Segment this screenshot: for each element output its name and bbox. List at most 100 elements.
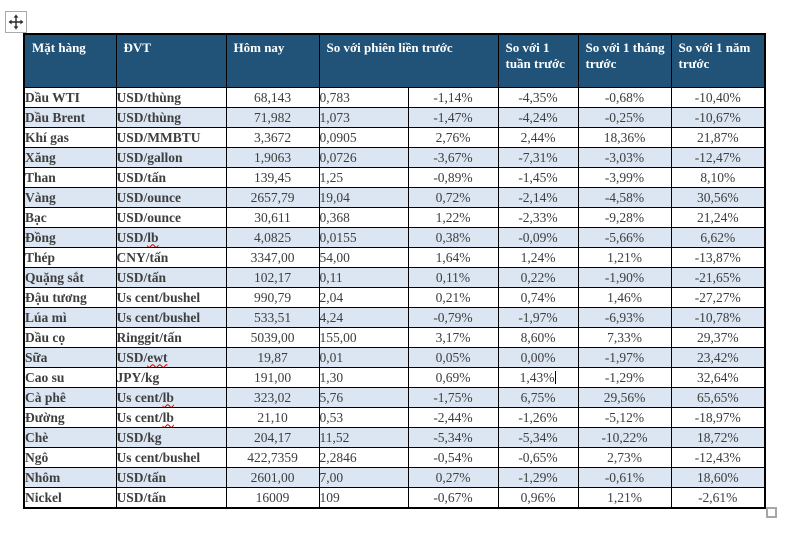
commodity-name[interactable]: Than [23,166,117,188]
pct-vs-month[interactable]: -1,90% [577,266,672,288]
pct-vs-prev-session[interactable]: -1,75% [407,386,499,408]
pct-vs-prev-session[interactable]: 1,64% [407,246,499,268]
change-value[interactable]: 0,0905 [318,126,409,148]
pct-vs-prev-session[interactable]: 0,72% [407,186,499,208]
commodity-name[interactable]: Chè [23,426,117,448]
price-today[interactable]: 323,02 [225,386,320,408]
pct-vs-prev-session[interactable]: 0,69% [407,366,499,388]
change-value[interactable]: 0,368 [318,206,409,228]
pct-vs-week[interactable]: -4,24% [497,106,579,128]
commodity-unit[interactable]: Ringgit/tấn [115,326,227,348]
commodity-unit[interactable]: Us cent/lb [115,386,227,408]
header-week[interactable]: So với 1 tuần trước [497,33,579,88]
pct-vs-year[interactable]: -2,61% [670,486,766,508]
pct-vs-month[interactable]: -1,29% [577,366,672,388]
pct-vs-month[interactable]: 2,73% [577,446,672,468]
commodity-unit[interactable]: Us cent/bushel [115,286,227,308]
pct-vs-year[interactable]: -12,43% [670,446,766,468]
price-today[interactable]: 5039,00 [225,326,320,348]
pct-vs-prev-session[interactable]: 0,38% [407,226,499,248]
change-value[interactable]: 1,25 [318,166,409,188]
pct-vs-prev-session[interactable]: -5,34% [407,426,499,448]
commodity-name[interactable]: Đậu tương [23,286,117,308]
commodity-name[interactable]: Thép [23,246,117,268]
commodity-name[interactable]: Dầu cọ [23,326,117,348]
pct-vs-week[interactable]: -2,14% [497,186,579,208]
pct-vs-month[interactable]: -10,22% [577,426,672,448]
commodity-unit[interactable]: USD/ounce [115,206,227,228]
price-today[interactable]: 2657,79 [225,186,320,208]
pct-vs-week[interactable]: 6,75% [497,386,579,408]
commodity-name[interactable]: Bạc [23,206,117,228]
pct-vs-month[interactable]: -1,97% [577,346,672,368]
commodity-name[interactable]: Ngô [23,446,117,468]
header-year[interactable]: So với 1 năm trước [670,33,766,88]
pct-vs-year[interactable]: 8,10% [670,166,766,188]
change-value[interactable]: 1,30 [318,366,409,388]
pct-vs-prev-session[interactable]: 3,17% [407,326,499,348]
pct-vs-year[interactable]: 21,24% [670,206,766,228]
table-resize-handle[interactable] [766,507,777,518]
pct-vs-week[interactable]: -0,65% [497,446,579,468]
pct-vs-month[interactable]: -0,68% [577,86,672,108]
price-today[interactable]: 204,17 [225,426,320,448]
header-item[interactable]: Mặt hàng [23,33,117,88]
pct-vs-month[interactable]: -0,61% [577,466,672,488]
pct-vs-week[interactable]: -1,26% [497,406,579,428]
change-value[interactable]: 11,52 [318,426,409,448]
pct-vs-week[interactable]: 0,74% [497,286,579,308]
pct-vs-week[interactable]: 2,44% [497,126,579,148]
commodity-name[interactable]: Nickel [23,486,117,508]
price-today[interactable]: 71,982 [225,106,320,128]
change-value[interactable]: 2,2846 [318,446,409,468]
change-value[interactable]: 109 [318,486,409,508]
pct-vs-prev-session[interactable]: 0,27% [407,466,499,488]
pct-vs-prev-session[interactable]: -0,79% [407,306,499,328]
pct-vs-year[interactable]: -10,67% [670,106,766,128]
pct-vs-year[interactable]: 23,42% [670,346,766,368]
pct-vs-month[interactable]: 1,21% [577,486,672,508]
table-move-handle[interactable] [5,11,27,33]
price-today[interactable]: 1,9063 [225,146,320,168]
pct-vs-month[interactable]: 1,21% [577,246,672,268]
pct-vs-year[interactable]: -18,97% [670,406,766,428]
price-today[interactable]: 4,0825 [225,226,320,248]
pct-vs-prev-session[interactable]: 0,11% [407,266,499,288]
pct-vs-prev-session[interactable]: 0,05% [407,346,499,368]
commodity-name[interactable]: Dầu Brent [23,106,117,128]
commodity-unit[interactable]: USD/tấn [115,166,227,188]
price-today[interactable]: 68,143 [225,86,320,108]
pct-vs-year[interactable]: -21,65% [670,266,766,288]
pct-vs-month[interactable]: -0,25% [577,106,672,128]
price-today[interactable]: 2601,00 [225,466,320,488]
pct-vs-year[interactable]: 18,60% [670,466,766,488]
pct-vs-month[interactable]: 18,36% [577,126,672,148]
pct-vs-month[interactable]: -3,99% [577,166,672,188]
pct-vs-month[interactable]: -5,66% [577,226,672,248]
pct-vs-prev-session[interactable]: 0,21% [407,286,499,308]
commodity-name[interactable]: Cà phê [23,386,117,408]
pct-vs-week[interactable]: -4,35% [497,86,579,108]
header-today[interactable]: Hôm nay [225,33,320,88]
pct-vs-year[interactable]: -13,87% [670,246,766,268]
pct-vs-year[interactable]: 21,87% [670,126,766,148]
price-today[interactable]: 16009 [225,486,320,508]
commodity-name[interactable]: Khí gas [23,126,117,148]
pct-vs-month[interactable]: 7,33% [577,326,672,348]
pct-vs-prev-session[interactable]: -2,44% [407,406,499,428]
header-month[interactable]: So với 1 tháng trước [577,33,672,88]
change-value[interactable]: 54,00 [318,246,409,268]
pct-vs-year[interactable]: 65,65% [670,386,766,408]
pct-vs-prev-session[interactable]: 1,22% [407,206,499,228]
pct-vs-week[interactable]: 0,96% [497,486,579,508]
commodity-name[interactable]: Quặng sắt [23,266,117,288]
price-today[interactable]: 191,00 [225,366,320,388]
pct-vs-month[interactable]: 1,46% [577,286,672,308]
change-value[interactable]: 155,00 [318,326,409,348]
price-today[interactable]: 533,51 [225,306,320,328]
commodity-unit[interactable]: Us cent/lb [115,406,227,428]
header-unit[interactable]: ĐVT [115,33,227,88]
pct-vs-prev-session[interactable]: -1,47% [407,106,499,128]
pct-vs-week[interactable]: -1,97% [497,306,579,328]
change-value[interactable]: 0,0726 [318,146,409,168]
